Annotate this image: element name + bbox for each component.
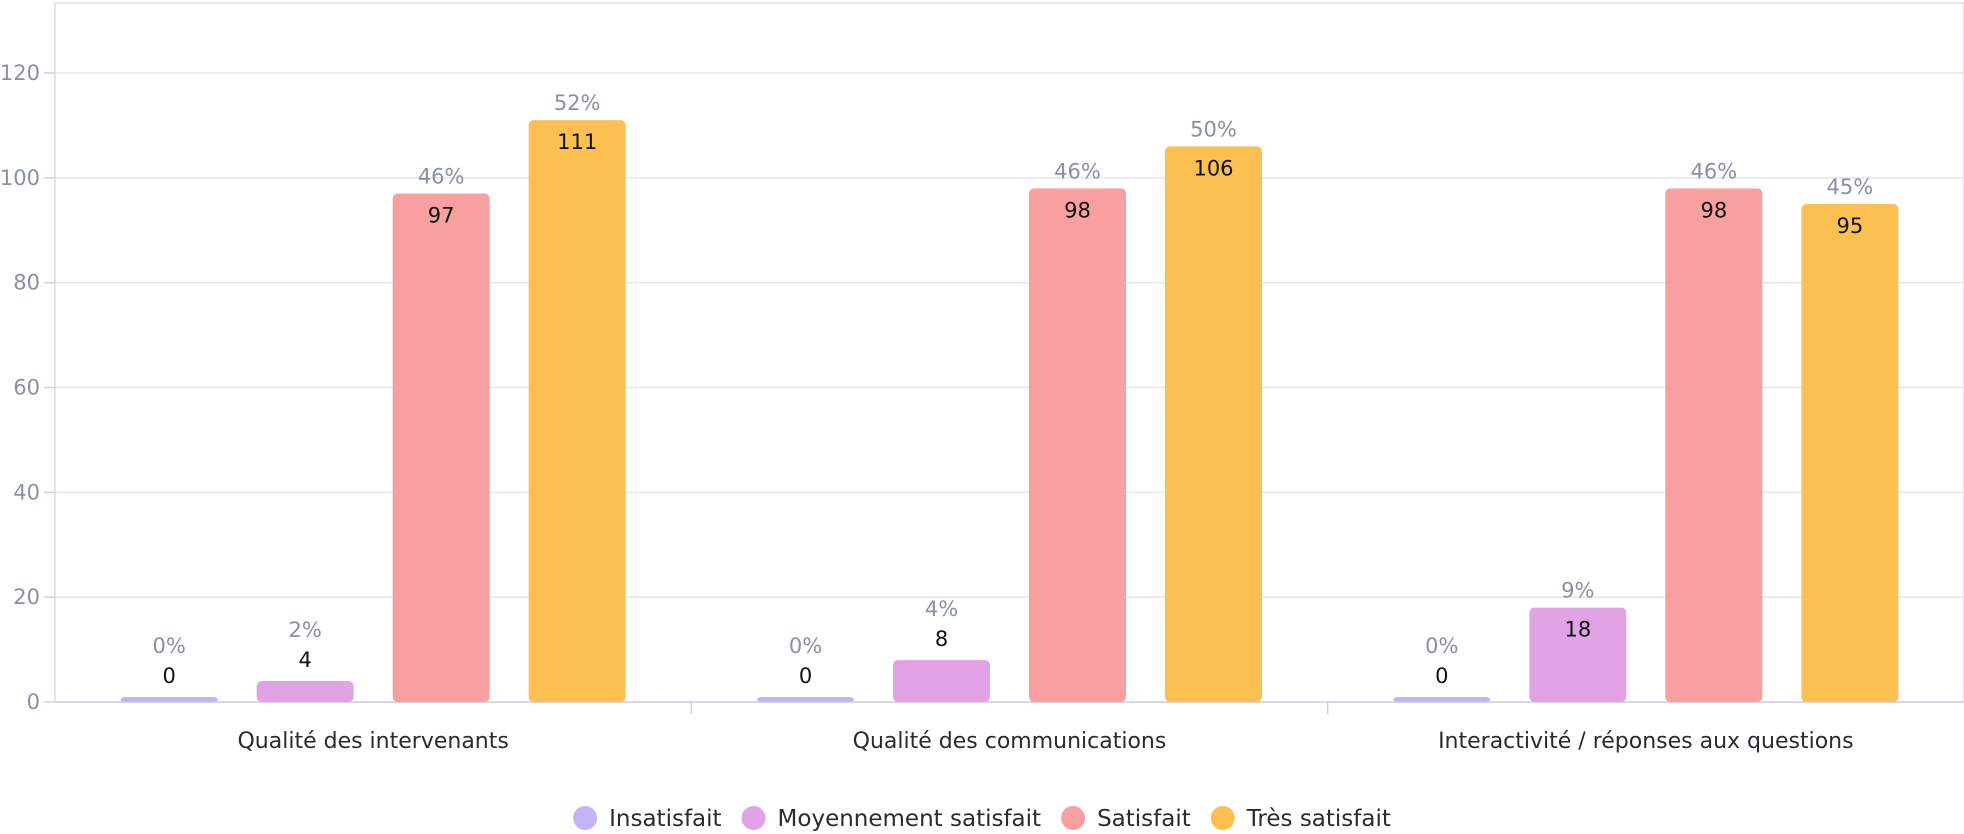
y-tick-label: 60	[13, 376, 40, 400]
legend-label: Satisfait	[1097, 806, 1191, 832]
legend-label: Insatisfait	[609, 806, 721, 832]
value-label: 8	[935, 627, 948, 651]
bar	[757, 697, 854, 702]
gridlines	[55, 72, 1964, 703]
percent-label: 0%	[153, 634, 186, 658]
y-tick-label: 40	[13, 480, 40, 504]
percent-label: 2%	[289, 618, 322, 642]
y-tick-label: 120	[0, 61, 40, 85]
legend-item[interactable]: Satisfait	[1061, 806, 1191, 832]
value-label: 98	[1700, 198, 1727, 222]
percent-label: 0%	[789, 634, 822, 658]
percent-label: 52%	[554, 91, 601, 115]
bar	[256, 681, 354, 702]
legend: Insatisfait Moyennement satisfait Satisfai…	[573, 806, 1391, 832]
bar	[528, 120, 626, 703]
value-label: 4	[298, 648, 311, 672]
x-category-label: Interactivité / réponses aux questions	[1438, 729, 1854, 754]
bar	[1529, 607, 1627, 702]
percent-label: 9%	[1561, 579, 1594, 603]
value-label: 0	[162, 664, 175, 688]
bar	[1165, 146, 1262, 703]
y-tick-label: 100	[0, 166, 40, 190]
legend-label: Très satisfait	[1246, 806, 1391, 832]
percent-label: 46%	[1054, 159, 1101, 183]
legend-item[interactable]: Très satisfait	[1210, 806, 1391, 832]
bar	[1801, 204, 1899, 702]
percent-label: 45%	[1826, 175, 1873, 199]
y-tick-label: 80	[13, 271, 40, 295]
percent-label: 46%	[418, 165, 465, 189]
legend-label: Moyennement satisfait	[778, 806, 1042, 832]
y-tick-label: 20	[13, 585, 40, 609]
bar	[392, 193, 490, 702]
legend-swatch	[741, 806, 766, 830]
bar	[1029, 188, 1126, 703]
bar	[893, 660, 990, 702]
legend-swatch	[573, 806, 598, 830]
x-category-label: Qualité des communications	[853, 729, 1167, 754]
value-label: 18	[1564, 618, 1591, 642]
value-label: 0	[799, 664, 812, 688]
y-axis-ticks: 0 20 40 60 80 100 120	[0, 61, 55, 714]
value-label: 106	[1193, 156, 1233, 180]
legend-item[interactable]: Insatisfait	[573, 806, 722, 832]
value-label: 97	[428, 204, 455, 228]
x-axis: Qualité des intervenants Qualité des comm…	[237, 702, 1854, 754]
value-label: 0	[1435, 664, 1448, 688]
x-category-label: Qualité des intervenants	[237, 729, 508, 754]
bar	[1665, 188, 1763, 703]
value-label: 95	[1836, 214, 1863, 238]
percent-label: 50%	[1190, 117, 1237, 141]
value-label: 111	[557, 130, 597, 154]
bar	[1393, 697, 1491, 702]
percent-label: 46%	[1690, 159, 1737, 183]
percent-label: 0%	[1425, 634, 1458, 658]
bar	[120, 697, 218, 702]
y-tick-label: 0	[27, 690, 40, 714]
percent-label: 4%	[925, 597, 958, 621]
data-labels: 0% 0 2% 4 46% 97 52% 111 0% 0 4% 8 46% 98 50% 106 0% 0 9% 1…	[153, 91, 1874, 688]
bars	[120, 120, 1899, 703]
legend-swatch	[1210, 806, 1235, 830]
legend-item[interactable]: Moyennement satisfait	[741, 806, 1042, 832]
value-label: 98	[1064, 198, 1091, 222]
legend-swatch	[1061, 806, 1086, 830]
